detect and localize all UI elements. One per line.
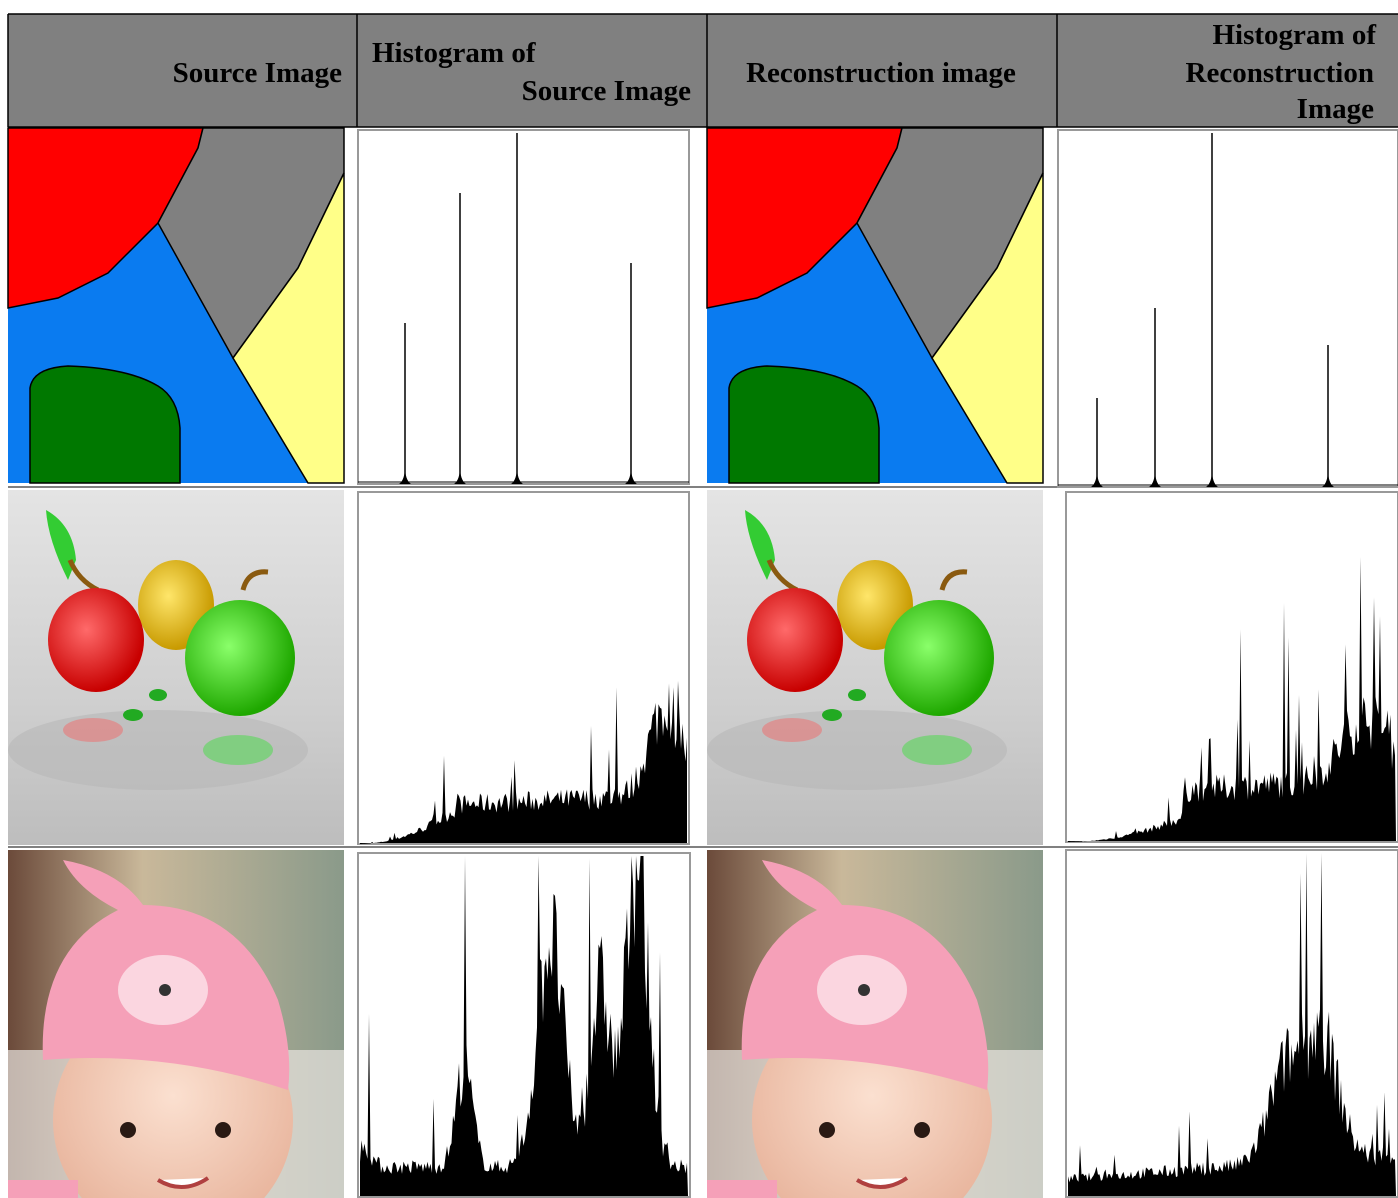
figure-table: Source Image Histogram ofSource Image Re… [0,0,1398,1198]
header-cell: Reconstruction image [746,57,1016,89]
histogram-shape [358,130,689,484]
page: Source Image Histogram ofSource Image Re… [0,0,1398,1198]
histogram-shape [1058,130,1398,487]
header-cell: Source Image [173,57,343,89]
